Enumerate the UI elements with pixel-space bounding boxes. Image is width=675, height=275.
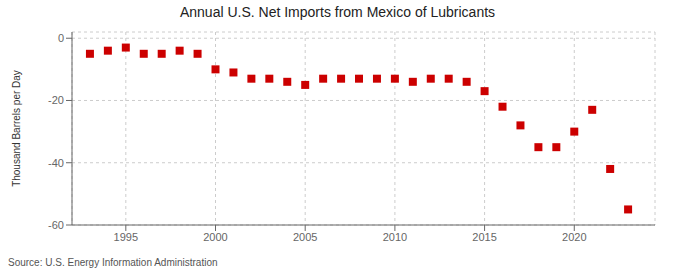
svg-text:Thousand Barrels per Day: Thousand Barrels per Day bbox=[11, 70, 22, 187]
svg-text:2010: 2010 bbox=[383, 231, 407, 243]
svg-text:0: 0 bbox=[58, 32, 64, 44]
svg-text:-40: -40 bbox=[48, 157, 64, 169]
svg-text:2005: 2005 bbox=[293, 231, 317, 243]
svg-text:-60: -60 bbox=[48, 219, 64, 231]
svg-text:-20: -20 bbox=[48, 94, 64, 106]
svg-text:2020: 2020 bbox=[562, 231, 586, 243]
svg-text:2015: 2015 bbox=[472, 231, 496, 243]
svg-text:1995: 1995 bbox=[114, 231, 138, 243]
html-text:Annual U.S. Net Imports from M: Annual U.S. Net Imports from Mexico of L… bbox=[179, 4, 496, 20]
html-text:Source: U.S. Energy Informatio: Source: U.S. Energy Information Administ… bbox=[8, 257, 218, 268]
svg-text:2000: 2000 bbox=[203, 231, 227, 243]
